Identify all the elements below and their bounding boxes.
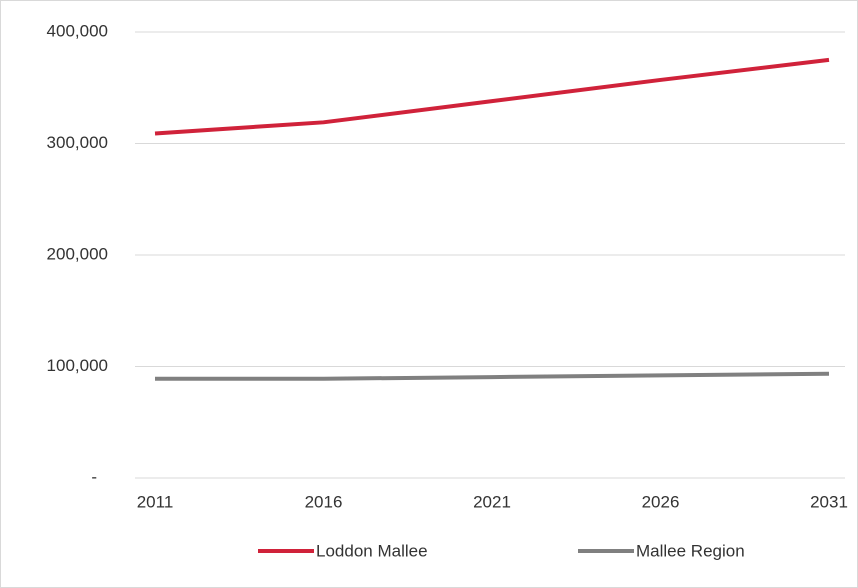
x-tick-label: 2021 [473,492,511,511]
x-tick-label: 2011 [137,492,174,511]
legend-label: Loddon Mallee [316,541,428,560]
series-line [154,57,830,136]
x-tick-label: 2016 [305,492,343,511]
y-tick-label: - [91,467,97,486]
y-tick-label: 200,000 [47,244,108,263]
y-tick-label: 400,000 [47,21,108,40]
series-line [155,371,830,381]
y-tick-label: 300,000 [47,133,108,152]
x-tick-label: 2031 [810,492,848,511]
x-tick-label: 2026 [642,492,680,511]
legend-label: Mallee Region [636,541,745,560]
y-tick-label: 100,000 [47,356,108,375]
